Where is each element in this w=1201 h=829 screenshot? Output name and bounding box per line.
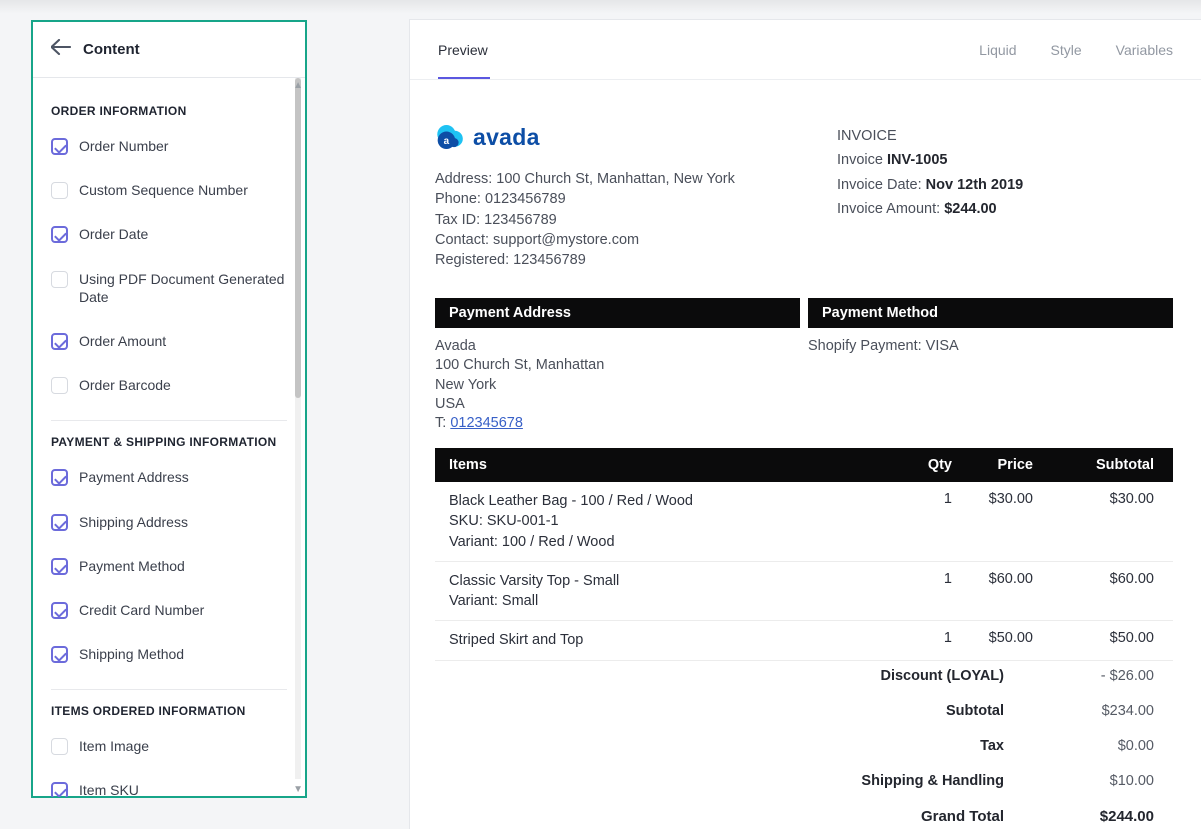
svg-text:a: a bbox=[444, 136, 450, 147]
